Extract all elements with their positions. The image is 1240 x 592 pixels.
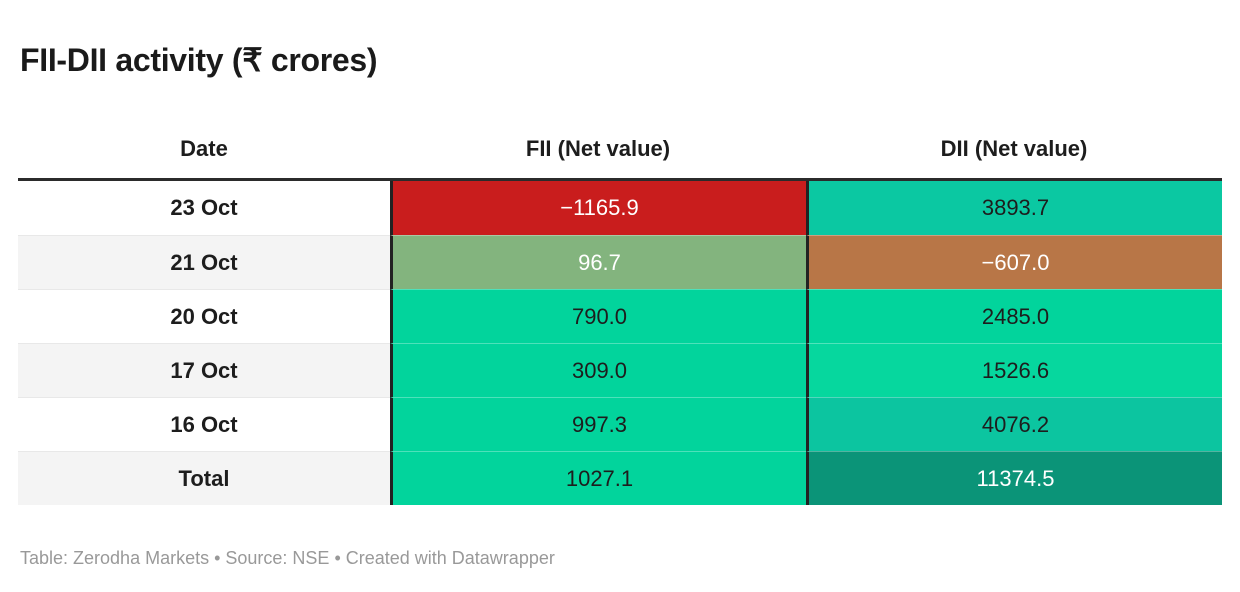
dii-value-cell: 3893.7 <box>806 181 1222 235</box>
dii-value-cell: 1526.6 <box>806 343 1222 397</box>
table-row: 16 Oct 997.3 4076.2 <box>18 397 1222 451</box>
dii-value-cell: 11374.5 <box>806 451 1222 505</box>
table-row: 23 Oct −1165.9 3893.7 <box>18 181 1222 235</box>
column-header-fii: FII (Net value) <box>525 136 671 161</box>
fii-dii-table: Date FII (Net value) DII (Net value) 23 … <box>18 120 1222 505</box>
fii-value-cell: 96.7 <box>390 235 806 289</box>
column-header-date: Date <box>180 136 228 161</box>
fii-value-cell: 1027.1 <box>390 451 806 505</box>
date-cell: 16 Oct <box>18 397 390 451</box>
table-row-total: Total 1027.1 11374.5 <box>18 451 1222 505</box>
table-row: 20 Oct 790.0 2485.0 <box>18 289 1222 343</box>
fii-value-cell: 790.0 <box>390 289 806 343</box>
table-header-row: Date FII (Net value) DII (Net value) <box>18 120 1222 181</box>
table-row: 21 Oct 96.7 −607.0 <box>18 235 1222 289</box>
date-cell: Total <box>18 451 390 505</box>
date-cell: 23 Oct <box>18 181 390 235</box>
fii-value-cell: 997.3 <box>390 397 806 451</box>
fii-value-cell: 309.0 <box>390 343 806 397</box>
dii-value-cell: 4076.2 <box>806 397 1222 451</box>
date-cell: 20 Oct <box>18 289 390 343</box>
table-body: 23 Oct −1165.9 3893.7 21 Oct 96.7 −607.0… <box>18 181 1222 505</box>
attribution-footer: Table: Zerodha Markets • Source: NSE • C… <box>20 548 555 568</box>
fii-value-cell: −1165.9 <box>390 181 806 235</box>
column-header-dii: DII (Net value) <box>940 136 1088 161</box>
table-row: 17 Oct 309.0 1526.6 <box>18 343 1222 397</box>
page-title: FII-DII activity (₹ crores) <box>20 42 378 79</box>
dii-value-cell: 2485.0 <box>806 289 1222 343</box>
date-cell: 21 Oct <box>18 235 390 289</box>
dii-value-cell: −607.0 <box>806 235 1222 289</box>
date-cell: 17 Oct <box>18 343 390 397</box>
